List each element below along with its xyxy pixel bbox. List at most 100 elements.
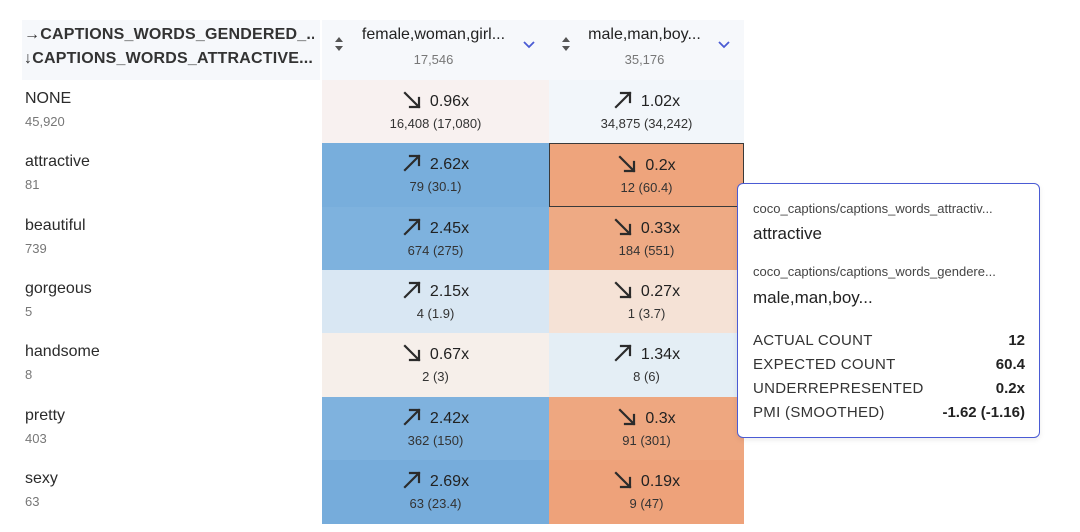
stat-label: PMI (SMOOTHED)	[753, 404, 885, 421]
arrow-down-right-icon	[614, 471, 632, 489]
row-count: 8	[25, 367, 33, 383]
column-header-female[interactable]: female,woman,girl... 17,546	[322, 20, 549, 80]
cell-detail: 674 (275)	[407, 242, 464, 258]
arrow-down-right-icon	[614, 218, 632, 236]
cell-detail: 184 (551)	[618, 242, 675, 258]
row-label: handsome	[25, 343, 100, 361]
row-label: sexy	[25, 469, 58, 487]
arrow-up-right-icon	[614, 344, 632, 362]
row-count: 63	[25, 493, 40, 509]
arrow-down-right-icon	[618, 407, 636, 426]
arrow-up-right-icon	[403, 407, 421, 426]
row-label: NONE	[25, 90, 72, 107]
cell-ratio: 1.02x	[640, 93, 681, 110]
stat-label: UNDERREPRESENTED	[753, 380, 924, 397]
cell-ratio: 1.34x	[640, 346, 681, 364]
cell-ratio: 0.27x	[640, 282, 681, 300]
matrix-cell[interactable]: 0.19x 9 (47)	[549, 459, 744, 524]
cell-detail: 1 (3.7)	[627, 305, 666, 321]
matrix-cell[interactable]: 0.67x 2 (3)	[322, 333, 549, 398]
cell-ratio: 0.3x	[645, 409, 676, 427]
cell-detail: 2 (3)	[422, 369, 449, 385]
tooltip-stat-pmi: PMI (SMOOTHED) -1.62 (-1.16)	[753, 404, 1025, 424]
tooltip-stat-actual: ACTUAL COUNT 12	[753, 332, 1025, 352]
sort-icon[interactable]	[334, 36, 344, 52]
row-count: 45,920	[25, 114, 65, 129]
column-label: male,man,boy...	[588, 26, 701, 43]
cell-ratio: 2.69x	[429, 472, 470, 490]
column-count: 17,546	[413, 52, 454, 67]
stat-label: EXPECTED COUNT	[753, 356, 896, 373]
cell-ratio: 2.42x	[429, 409, 470, 427]
cell-ratio: 0.19x	[640, 472, 681, 490]
tooltip-stat-expected: EXPECTED COUNT 60.4	[753, 356, 1025, 376]
matrix-cell[interactable]: 2.45x 674 (275)	[322, 206, 549, 271]
column-header-male[interactable]: male,man,boy... 35,176	[549, 20, 744, 80]
stat-value: 12	[1008, 332, 1025, 349]
cell-ratio: 2.15x	[429, 282, 470, 300]
arrow-down-right-icon	[403, 344, 421, 362]
cell-ratio: 2.45x	[429, 219, 470, 237]
tooltip-stat-ratio: UNDERREPRESENTED 0.2x	[753, 380, 1025, 400]
stat-value: 60.4	[995, 356, 1025, 373]
arrow-down-right-icon	[403, 91, 421, 109]
row-header-none[interactable]: NONE 45,920	[22, 80, 320, 143]
matrix-cell[interactable]: 1.02x 34,875 (34,242)	[549, 80, 744, 144]
cell-ratio: 2.62x	[429, 156, 470, 174]
column-axis-label: →CAPTIONS_WORDS_GENDERED_...	[24, 26, 314, 43]
chevron-down-icon[interactable]	[718, 40, 730, 50]
row-label: beautiful	[25, 216, 86, 234]
arrow-up-right-icon	[614, 91, 632, 109]
cell-detail: 79 (30.1)	[409, 179, 462, 195]
cell-detail: 8 (6)	[633, 369, 660, 385]
arrow-up-right-icon	[403, 471, 421, 489]
cell-ratio: 0.96x	[429, 93, 470, 110]
stat-label: ACTUAL COUNT	[753, 332, 873, 349]
cell-detail: 91 (301)	[622, 432, 671, 448]
stat-value: -1.62 (-1.16)	[942, 404, 1025, 421]
sort-icon[interactable]	[561, 36, 571, 52]
cell-tooltip: coco_captions/captions_words_attractiv..…	[737, 183, 1040, 438]
tooltip-value-row: attractive	[753, 224, 822, 243]
row-label: attractive	[25, 153, 90, 171]
arrow-down-right-icon	[614, 281, 632, 299]
row-label: gorgeous	[25, 279, 92, 297]
row-header-pretty[interactable]: pretty 403	[22, 397, 320, 460]
row-count: 5	[25, 303, 33, 319]
tooltip-source-row: coco_captions/captions_words_attractiv..…	[753, 201, 993, 216]
row-header-gorgeous[interactable]: gorgeous 5	[22, 270, 320, 333]
chevron-down-icon[interactable]	[523, 40, 535, 50]
row-count: 739	[25, 240, 47, 256]
cell-ratio: 0.67x	[429, 346, 470, 364]
cell-detail: 9 (47)	[629, 495, 664, 511]
row-axis-label: ↓CAPTIONS_WORDS_ATTRACTIVE...	[24, 50, 314, 67]
matrix-cell[interactable]: 1.34x 8 (6)	[549, 333, 744, 398]
matrix-cell[interactable]: 0.96x 16,408 (17,080)	[322, 80, 549, 144]
matrix-cell[interactable]: 2.62x 79 (30.1)	[322, 143, 549, 208]
cell-detail: 34,875 (34,242)	[600, 116, 693, 131]
column-count: 35,176	[624, 52, 665, 67]
matrix-cell[interactable]: 0.33x 184 (551)	[549, 206, 744, 271]
stat-value: 0.2x	[995, 380, 1025, 397]
row-header-sexy[interactable]: sexy 63	[22, 460, 320, 523]
matrix-cell[interactable]: 2.42x 362 (150)	[322, 396, 549, 461]
tooltip-value-column: male,man,boy...	[753, 288, 873, 307]
row-header-handsome[interactable]: handsome 8	[22, 333, 320, 396]
matrix-cell[interactable]: 2.69x 63 (23.4)	[322, 459, 549, 524]
cell-ratio: 0.2x	[645, 157, 676, 175]
cell-detail: 12 (60.4)	[620, 180, 673, 196]
cell-ratio: 0.33x	[640, 219, 681, 237]
matrix-cell[interactable]: 0.2x 12 (60.4)	[549, 143, 744, 208]
row-header-attractive[interactable]: attractive 81	[22, 143, 320, 206]
row-count: 403	[25, 430, 47, 446]
arrow-up-right-icon	[403, 218, 421, 236]
matrix-cell[interactable]: 2.15x 4 (1.9)	[322, 269, 549, 334]
cell-detail: 4 (1.9)	[416, 305, 455, 321]
arrow-up-right-icon	[403, 154, 421, 172]
axis-corner-header: →CAPTIONS_WORDS_GENDERED_... ↓CAPTIONS_W…	[22, 20, 320, 80]
cell-detail: 63 (23.4)	[409, 495, 462, 511]
arrow-up-right-icon	[403, 281, 421, 299]
row-header-beautiful[interactable]: beautiful 739	[22, 207, 320, 270]
matrix-cell[interactable]: 0.3x 91 (301)	[549, 396, 744, 461]
matrix-cell[interactable]: 0.27x 1 (3.7)	[549, 269, 744, 334]
